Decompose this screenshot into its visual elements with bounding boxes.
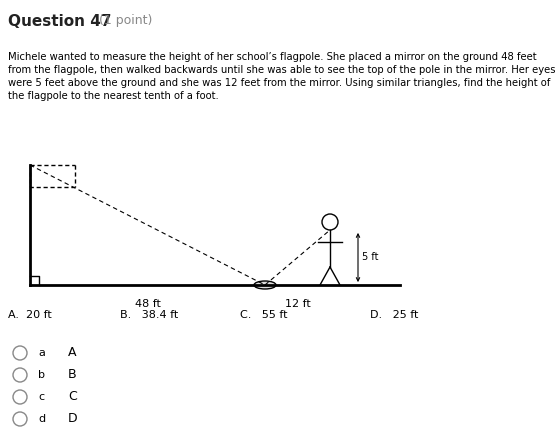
Text: were 5 feet above the ground and she was 12 feet from the mirror. Using similar : were 5 feet above the ground and she was…: [8, 78, 550, 88]
Text: Question 47: Question 47: [8, 14, 111, 29]
Text: Michele wanted to measure the height of her school’s flagpole. She placed a mirr: Michele wanted to measure the height of …: [8, 52, 536, 62]
Circle shape: [13, 368, 27, 382]
Circle shape: [13, 390, 27, 404]
Text: the flagpole to the nearest tenth of a foot.: the flagpole to the nearest tenth of a f…: [8, 91, 219, 101]
Text: A.  20 ft: A. 20 ft: [8, 310, 52, 320]
Text: B: B: [68, 368, 77, 382]
Text: 12 ft: 12 ft: [285, 299, 310, 309]
Circle shape: [13, 346, 27, 360]
Text: C.   55 ft: C. 55 ft: [240, 310, 287, 320]
Text: c: c: [38, 392, 44, 402]
Text: 5 ft: 5 ft: [362, 253, 379, 263]
Text: from the flagpole, then walked backwards until she was able to see the top of th: from the flagpole, then walked backwards…: [8, 65, 555, 75]
Text: C: C: [68, 391, 77, 403]
Ellipse shape: [254, 281, 276, 289]
Text: b: b: [38, 370, 45, 380]
Circle shape: [322, 214, 338, 230]
Text: (1 point): (1 point): [95, 14, 153, 27]
Text: D: D: [68, 413, 77, 426]
Text: 48 ft: 48 ft: [135, 299, 160, 309]
Text: B.   38.4 ft: B. 38.4 ft: [120, 310, 178, 320]
Text: D.   25 ft: D. 25 ft: [370, 310, 418, 320]
Text: a: a: [38, 348, 45, 358]
Text: d: d: [38, 414, 45, 424]
Circle shape: [13, 412, 27, 426]
Text: A: A: [68, 347, 76, 360]
